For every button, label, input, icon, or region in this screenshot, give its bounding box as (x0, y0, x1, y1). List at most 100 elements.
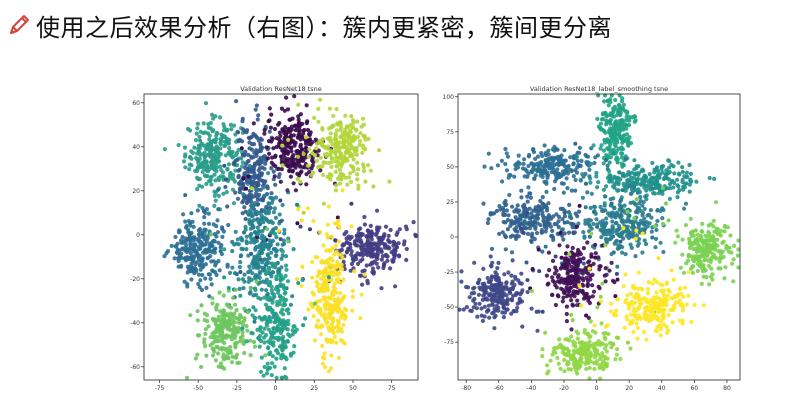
scatter-point (699, 248, 704, 253)
scatter-point (299, 134, 304, 139)
pencil-icon (10, 15, 29, 34)
scatter-point (251, 265, 256, 270)
scatter-point (257, 243, 262, 248)
scatter-point (246, 279, 251, 284)
scatter-point (621, 226, 626, 231)
scatter-point (279, 356, 284, 361)
scatter-point (187, 167, 192, 172)
scatter-point (228, 305, 234, 310)
scatter-point (369, 237, 374, 242)
scatter-point (601, 225, 607, 230)
scatter-point (323, 307, 328, 312)
scatter-point (273, 215, 279, 220)
scatter-point (632, 114, 638, 119)
scatter-point (258, 369, 264, 374)
scatter-point (538, 198, 543, 204)
scatter-point (200, 169, 205, 174)
scatter-point (593, 330, 598, 335)
scatter-point (355, 177, 360, 182)
scatter-point (260, 241, 265, 246)
scatter-point (607, 147, 612, 152)
scatter-point (517, 298, 522, 303)
scatter-point (579, 360, 584, 365)
scatter-point (575, 261, 580, 267)
scatter-point (616, 146, 621, 151)
scatter-point (635, 336, 640, 341)
scatter-point (345, 125, 350, 130)
scatter-point (645, 291, 650, 296)
scatter-point (563, 337, 568, 342)
scatter-point (543, 170, 548, 175)
scatter-point (265, 184, 270, 189)
scatter-point (627, 218, 632, 224)
scatter-point (647, 172, 652, 177)
scatter-point (335, 164, 340, 169)
scatter-point (339, 163, 344, 168)
scatter-point (247, 163, 252, 168)
scatter-point (283, 345, 288, 350)
scatter-point (596, 255, 601, 260)
scatter-point (222, 340, 227, 346)
scatter-point (218, 245, 223, 250)
scatter-point (284, 357, 289, 362)
scatter-point (382, 243, 388, 248)
scatter-point (588, 277, 593, 282)
scatter-point (325, 259, 330, 264)
scatter-point (265, 252, 270, 257)
scatter-point (310, 156, 315, 161)
scatter-point (203, 130, 208, 135)
scatter-point (235, 329, 240, 334)
scatter-point (336, 321, 341, 327)
cluster-1 (202, 99, 286, 274)
scatter-point (203, 154, 208, 159)
scatter-point (216, 318, 221, 323)
scatter-point (183, 219, 188, 224)
scatter-point (282, 108, 287, 113)
scatter-point (387, 246, 392, 251)
x-tick-label: -20 (559, 385, 569, 392)
scatter-point (320, 361, 325, 366)
scatter-point (680, 321, 685, 326)
scatter-point (298, 179, 303, 184)
scatter-point (340, 188, 345, 193)
scatter-point (222, 163, 227, 168)
scatter-point (274, 195, 279, 200)
scatter-point (194, 237, 199, 242)
scatter-point (253, 200, 258, 206)
scatter-point (516, 160, 521, 165)
scatter-point (606, 155, 611, 160)
scatter-point (286, 239, 291, 244)
scatter-point (243, 216, 248, 222)
scatter-point (210, 129, 215, 134)
scatter-point (650, 281, 655, 286)
scatter-point (246, 152, 251, 157)
scatter-point (206, 221, 212, 226)
tsne-chart-resnet18: Validation ResNet18 tsne -75 -50 -25 0 25 50 75… (124, 82, 434, 404)
scatter-point (492, 211, 497, 216)
scatter-point (176, 143, 181, 148)
scatter-point (213, 358, 219, 363)
scatter-point (325, 235, 330, 240)
scatter-point (495, 163, 500, 168)
scatter-point (343, 113, 348, 118)
scatter-point (545, 223, 550, 228)
scatter-point (370, 270, 375, 275)
scatter-point (656, 256, 661, 261)
scatter-point (520, 324, 525, 329)
scatter-point (624, 314, 629, 319)
scatter-point (287, 168, 292, 173)
scatter-point (252, 344, 258, 349)
scatter-point (207, 137, 212, 142)
scatter-point (496, 277, 501, 282)
scatter-point (351, 157, 356, 162)
scatter-point (237, 265, 242, 270)
scatter-point (709, 222, 714, 227)
scatter-point (311, 314, 316, 319)
scatter-point (393, 242, 398, 247)
scatter-point (223, 185, 228, 189)
scatter-point (587, 167, 592, 172)
scatter-point (558, 173, 563, 178)
scatter-point (257, 275, 262, 280)
scatter-point (726, 249, 731, 254)
scatter-point (572, 266, 577, 271)
